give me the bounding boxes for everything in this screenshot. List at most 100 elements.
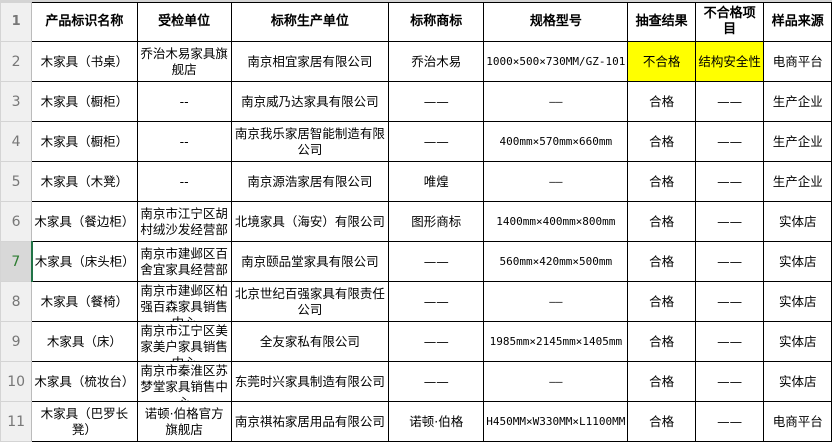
cell-product-name[interactable]: 木家具（巴罗长凳） bbox=[31, 401, 138, 442]
cell-inspected-unit[interactable]: 南京市江宁区胡村绒沙发经营部 bbox=[136, 201, 232, 242]
cell-text: —— bbox=[717, 133, 743, 149]
cell-sample-source[interactable]: 实体店 bbox=[763, 241, 832, 282]
cell-trademark[interactable]: —— bbox=[388, 81, 485, 122]
cell-failed-item[interactable]: —— bbox=[694, 321, 765, 362]
cell-result[interactable]: 合格 bbox=[627, 361, 696, 402]
cell-manufacturer[interactable]: 全友家私有限公司 bbox=[230, 321, 390, 362]
header-sample-source[interactable]: 样品来源 bbox=[763, 2, 832, 42]
cell-spec-model[interactable]: H450MM×W330MM×L1100MM bbox=[483, 401, 629, 442]
cell-spec-model[interactable]: 1000×500×730MM/GZ-101 bbox=[483, 41, 629, 82]
header-trademark[interactable]: 标称商标 bbox=[388, 2, 485, 42]
cell-trademark[interactable]: 图形商标 bbox=[388, 201, 485, 242]
cell-failed-item[interactable]: —— bbox=[694, 241, 765, 282]
row-header[interactable]: 2 bbox=[0, 41, 33, 82]
cell-product-name[interactable]: 木家具（橱柜） bbox=[31, 121, 138, 162]
cell-failed-item[interactable]: —— bbox=[694, 201, 765, 242]
cell-trademark[interactable]: 乔治木易 bbox=[388, 41, 485, 82]
cell-failed-item[interactable]: —— bbox=[694, 121, 765, 162]
cell-result[interactable]: 合格 bbox=[627, 281, 696, 322]
cell-product-name[interactable]: 木家具（床） bbox=[31, 321, 138, 362]
cell-spec-model[interactable]: —— bbox=[483, 81, 629, 122]
cell-product-name[interactable]: 木家具（床头柜） bbox=[31, 241, 138, 282]
cell-result[interactable]: 合格 bbox=[627, 401, 696, 442]
cell-spec-model[interactable]: —— bbox=[483, 281, 629, 322]
cell-spec-model[interactable]: —— bbox=[483, 361, 629, 402]
cell-inspected-unit[interactable]: 南京市江宁区美家美户家具销售中心 bbox=[136, 321, 232, 362]
cell-sample-source[interactable]: 生产企业 bbox=[763, 121, 832, 162]
cell-product-name[interactable]: 木家具（餐椅） bbox=[31, 281, 138, 322]
cell-failed-item[interactable]: —— bbox=[694, 281, 765, 322]
cell-product-name[interactable]: 木家具（梳妆台） bbox=[31, 361, 138, 402]
cell-spec-model[interactable]: 400mm×570mm×660mm bbox=[483, 121, 629, 162]
cell-inspected-unit[interactable]: -- bbox=[136, 161, 232, 202]
row-header[interactable]: 6 bbox=[0, 201, 33, 242]
cell-failed-item[interactable]: —— bbox=[694, 401, 765, 442]
cell-result[interactable]: 合格 bbox=[627, 161, 696, 202]
cell-result[interactable]: 合格 bbox=[627, 81, 696, 122]
cell-trademark[interactable]: 诺顿·伯格 bbox=[388, 401, 485, 442]
header-result[interactable]: 抽查结果 bbox=[627, 2, 696, 42]
header-inspected-unit[interactable]: 受检单位 bbox=[136, 2, 232, 42]
cell-inspected-unit[interactable]: -- bbox=[136, 121, 232, 162]
cell-inspected-unit[interactable]: 南京市建邺区百舍宜家具经营部 bbox=[136, 241, 232, 282]
cell-failed-item[interactable]: 结构安全性 bbox=[694, 41, 765, 82]
cell-failed-item[interactable]: —— bbox=[694, 361, 765, 402]
cell-manufacturer[interactable]: 北境家具（海安）有限公司 bbox=[230, 201, 390, 242]
cell-failed-item[interactable]: —— bbox=[694, 81, 765, 122]
header-failed-item[interactable]: 不合格项目 bbox=[694, 2, 765, 42]
cell-product-name[interactable]: 木家具（餐边柜） bbox=[31, 201, 138, 242]
cell-manufacturer[interactable]: 南京威乃达家具有限公司 bbox=[230, 81, 390, 122]
cell-result[interactable]: 不合格 bbox=[627, 41, 696, 82]
cell-sample-source[interactable]: 电商平台 bbox=[763, 401, 832, 442]
cell-result[interactable]: 合格 bbox=[627, 121, 696, 162]
row-header[interactable]: 3 bbox=[0, 81, 33, 122]
cell-manufacturer[interactable]: 南京我乐家居智能制造有限公司 bbox=[230, 121, 390, 162]
cell-inspected-unit[interactable]: -- bbox=[136, 81, 232, 122]
cell-product-name[interactable]: 木家具（书桌） bbox=[31, 41, 138, 82]
cell-product-name[interactable]: 木家具（木凳） bbox=[31, 161, 138, 202]
cell-inspected-unit[interactable]: 乔治木易家具旗舰店 bbox=[136, 41, 232, 82]
row-header[interactable]: 5 bbox=[0, 161, 33, 202]
cell-trademark[interactable]: —— bbox=[388, 281, 485, 322]
cell-sample-source[interactable]: 生产企业 bbox=[763, 81, 832, 122]
cell-trademark[interactable]: 唯煌 bbox=[388, 161, 485, 202]
cell-inspected-unit[interactable]: 南京市秦淮区苏梦堂家具销售中心 bbox=[136, 361, 232, 402]
cell-trademark[interactable]: —— bbox=[388, 321, 485, 362]
header-spec-model[interactable]: 规格型号 bbox=[483, 2, 629, 42]
cell-sample-source[interactable]: 实体店 bbox=[763, 321, 832, 362]
cell-result[interactable]: 合格 bbox=[627, 321, 696, 362]
header-manufacturer[interactable]: 标称生产单位 bbox=[230, 2, 390, 42]
cell-sample-source[interactable]: 生产企业 bbox=[763, 161, 832, 202]
row-header[interactable]: 1 bbox=[0, 2, 33, 42]
cell-manufacturer[interactable]: 东莞时兴家具制造有限公司 bbox=[230, 361, 390, 402]
cell-sample-source[interactable]: 实体店 bbox=[763, 361, 832, 402]
row-header[interactable]: 9 bbox=[0, 321, 33, 362]
cell-manufacturer[interactable]: 南京祺祐家居用品有限公司 bbox=[230, 401, 390, 442]
cell-trademark[interactable]: —— bbox=[388, 241, 485, 282]
cell-inspected-unit[interactable]: 诺顿·伯格官方旗舰店 bbox=[136, 401, 232, 442]
cell-spec-model[interactable]: 560mm×420mm×500mm bbox=[483, 241, 629, 282]
row-header[interactable]: 10 bbox=[0, 361, 33, 402]
cell-manufacturer[interactable]: 南京相宜家居有限公司 bbox=[230, 41, 390, 82]
cell-manufacturer[interactable]: 南京源浩家居有限公司 bbox=[230, 161, 390, 202]
row-header[interactable]: 4 bbox=[0, 121, 33, 162]
cell-sample-source[interactable]: 实体店 bbox=[763, 281, 832, 322]
row-header[interactable]: 11 bbox=[0, 401, 33, 442]
cell-spec-model[interactable]: —— bbox=[483, 161, 629, 202]
cell-sample-source[interactable]: 实体店 bbox=[763, 201, 832, 242]
cell-manufacturer[interactable]: 南京颐品堂家具有限公司 bbox=[230, 241, 390, 282]
header-product-name[interactable]: 产品标识名称 bbox=[31, 2, 138, 42]
cell-spec-model[interactable]: 1985mm×2145mm×1405mm bbox=[483, 321, 629, 362]
cell-spec-model[interactable]: 1400mm×400mm×800mm bbox=[483, 201, 629, 242]
cell-result[interactable]: 合格 bbox=[627, 201, 696, 242]
cell-failed-item[interactable]: —— bbox=[694, 161, 765, 202]
cell-sample-source[interactable]: 电商平台 bbox=[763, 41, 832, 82]
row-header[interactable]: 7 bbox=[0, 241, 33, 282]
cell-trademark[interactable]: —— bbox=[388, 121, 485, 162]
cell-inspected-unit[interactable]: 南京市建邺区柏强百森家具销售中心 bbox=[136, 281, 232, 322]
cell-trademark[interactable]: —— bbox=[388, 361, 485, 402]
cell-product-name[interactable]: 木家具（橱柜） bbox=[31, 81, 138, 122]
row-header[interactable]: 8 bbox=[0, 281, 33, 322]
cell-manufacturer[interactable]: 北京世纪百强家具有限责任公司 bbox=[230, 281, 390, 322]
cell-result[interactable]: 合格 bbox=[627, 241, 696, 282]
